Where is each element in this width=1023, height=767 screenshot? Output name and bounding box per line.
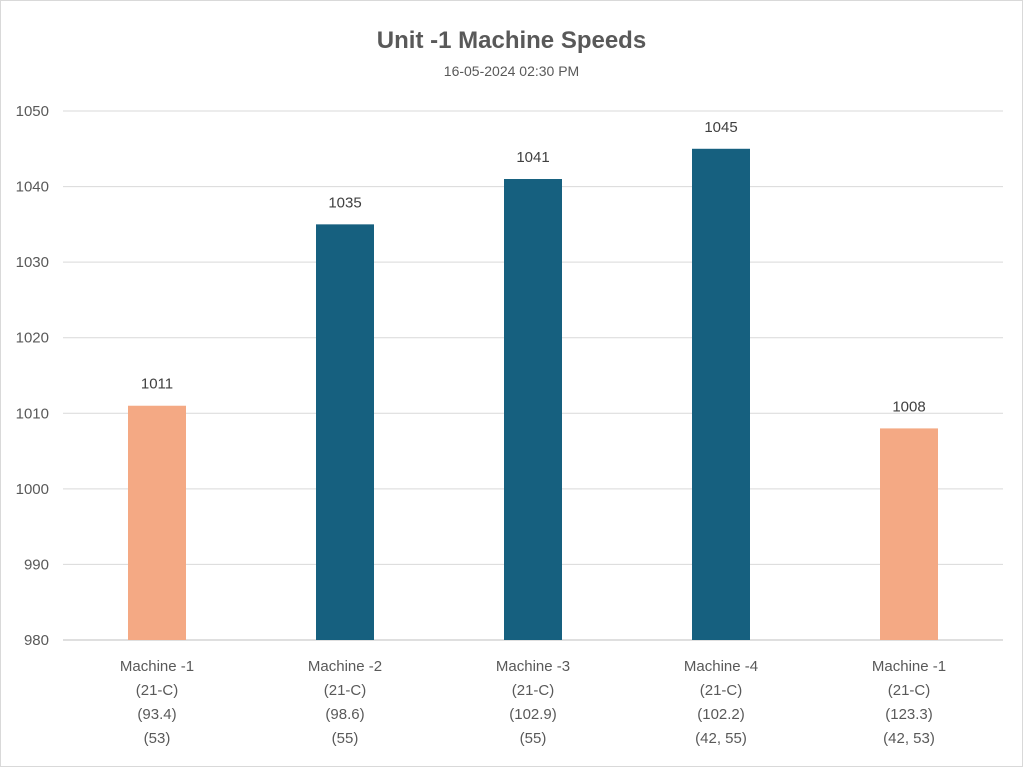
bars <box>128 148 938 641</box>
bar <box>692 148 750 641</box>
data-label: 1045 <box>704 119 737 136</box>
y-tick-label: 1010 <box>16 405 49 422</box>
data-labels: 1011 1035 1041 1045 1008 <box>141 119 926 416</box>
y-tick-label: 1000 <box>16 481 49 498</box>
y-tick-label: 1020 <box>16 330 49 347</box>
y-tick-label: 1040 <box>16 179 49 196</box>
x-tick-label: Machine -2 (21-C) (98.6) (55) <box>308 658 382 747</box>
x-tick-line: (102.9) <box>509 706 557 723</box>
x-tick-line: (102.2) <box>697 706 745 723</box>
x-axis: Machine -1 (21-C) (93.4) (53) Machine -2 (21-… <box>120 658 946 747</box>
x-tick-line: (93.4) <box>137 706 176 723</box>
y-tick-label: 990 <box>24 556 49 573</box>
x-tick-line: (21-C) <box>888 682 931 699</box>
chart-title: Unit -1 Machine Speeds <box>376 27 647 54</box>
x-tick-line: Machine -2 <box>308 658 382 675</box>
x-tick-line: (21-C) <box>324 682 367 699</box>
y-axis: 980 990 1000 1010 1020 1030 1040 1050 <box>16 103 49 649</box>
bar <box>128 405 186 640</box>
data-label: 1011 <box>141 376 173 393</box>
x-tick-label: Machine -1 (21-C) (93.4) (53) <box>120 658 194 747</box>
x-tick-line: (21-C) <box>700 682 743 699</box>
x-tick-line: (55) <box>332 730 359 747</box>
y-tick-label: 1050 <box>16 103 49 120</box>
x-tick-label: Machine -4 (21-C) (102.2) (42, 55) <box>684 658 758 747</box>
x-tick-line: (21-C) <box>512 682 555 699</box>
x-tick-line: (42, 53) <box>883 730 935 747</box>
bar <box>880 428 938 640</box>
x-tick-line: Machine -4 <box>684 658 758 675</box>
x-tick-line: (123.3) <box>885 706 933 723</box>
bar <box>316 224 374 640</box>
x-tick-label: Machine -3 (21-C) (102.9) (55) <box>496 658 570 747</box>
data-label: 1008 <box>892 398 925 415</box>
y-tick-label: 1030 <box>16 254 49 271</box>
x-tick-line: (53) <box>144 730 171 747</box>
data-label: 1041 <box>516 149 549 166</box>
x-tick-line: (98.6) <box>325 706 364 723</box>
x-tick-line: Machine -1 <box>120 658 194 675</box>
x-tick-line: (21-C) <box>136 682 179 699</box>
x-tick-line: Machine -3 <box>496 658 570 675</box>
data-label: 1035 <box>328 194 361 211</box>
x-tick-label: Machine -1 (21-C) (123.3) (42, 53) <box>872 658 946 747</box>
y-tick-label: 980 <box>24 632 49 649</box>
x-tick-line: Machine -1 <box>872 658 946 675</box>
x-tick-line: (55) <box>520 730 547 747</box>
chart-subtitle: 16-05-2024 02:30 PM <box>443 63 580 79</box>
bar <box>504 179 562 640</box>
x-tick-line: (42, 55) <box>695 730 747 747</box>
